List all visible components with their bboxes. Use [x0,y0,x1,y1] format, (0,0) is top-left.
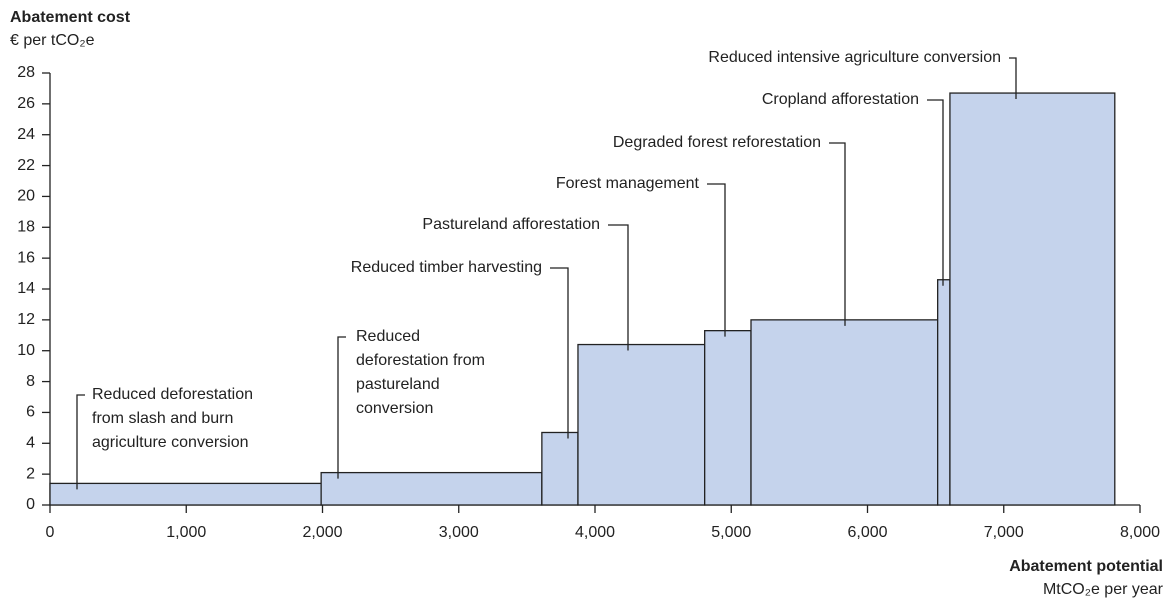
leader-line [550,267,569,439]
x-tick-label: 8,000 [1120,524,1160,541]
bar [49,482,322,506]
x-tick-label: 1,000 [166,524,206,541]
bar-label: Degraded forest reforestation [613,134,821,151]
x-tick-label: 4,000 [575,524,615,541]
y-tick-label: 22 [17,157,35,174]
y-tick-label: 8 [26,373,35,390]
x-tick-label: 0 [46,524,55,541]
chart-title: Abatement cost [10,9,131,26]
y-tick-label: 26 [17,95,35,112]
bar-label: deforestation from [356,352,485,369]
bar [577,343,706,506]
bar [320,471,543,506]
y-tick-label: 6 [26,404,35,421]
bar [541,431,579,506]
leader-line [927,99,944,286]
bar-label: from slash and burn [92,410,233,427]
bar [949,92,1116,506]
bar-label: Forest management [556,175,700,192]
bar [937,279,951,506]
x-tick-label: 6,000 [847,524,887,541]
y-tick-label: 18 [17,219,35,236]
bar-label: conversion [356,400,433,417]
bar [750,319,939,506]
y-tick-label: 0 [26,496,35,513]
y-tick-label: 10 [17,342,35,359]
bar-label: Reduced deforestation [92,386,253,403]
x-tick-label: 3,000 [439,524,479,541]
y-tick-label: 14 [17,280,35,297]
y-tick-label: 28 [17,64,35,81]
leader-line [608,224,629,351]
bar-label: pastureland [356,376,440,393]
y-tick-label: 16 [17,249,35,266]
bar-label: Reduced intensive agriculture conversion [708,49,1001,66]
bar-label: Reduced [356,328,420,345]
x-axis-unit: MtCO₂e per year [1043,581,1164,598]
y-tick-label: 2 [26,465,35,482]
leader-line [1009,57,1017,100]
bar-label: Pastureland afforestation [422,216,600,233]
y-tick-label: 4 [26,435,35,452]
x-axis-label: Abatement potential [1009,558,1163,575]
x-tick-label: 7,000 [984,524,1024,541]
y-tick-label: 20 [17,188,35,205]
bar [704,330,752,506]
leader-line [337,336,346,479]
leader-line [707,183,726,337]
x-tick-label: 2,000 [302,524,342,541]
bar-label: Cropland afforestation [762,91,919,108]
leader-line [76,394,85,490]
bar-label: Reduced timber harvesting [351,259,542,276]
y-tick-label: 24 [17,126,35,143]
x-tick-label: 5,000 [711,524,751,541]
leader-line [829,142,846,326]
y-tick-label: 12 [17,311,35,328]
y-axis-unit: € per tCO₂e [10,32,95,49]
bar-label: agriculture conversion [92,434,249,451]
